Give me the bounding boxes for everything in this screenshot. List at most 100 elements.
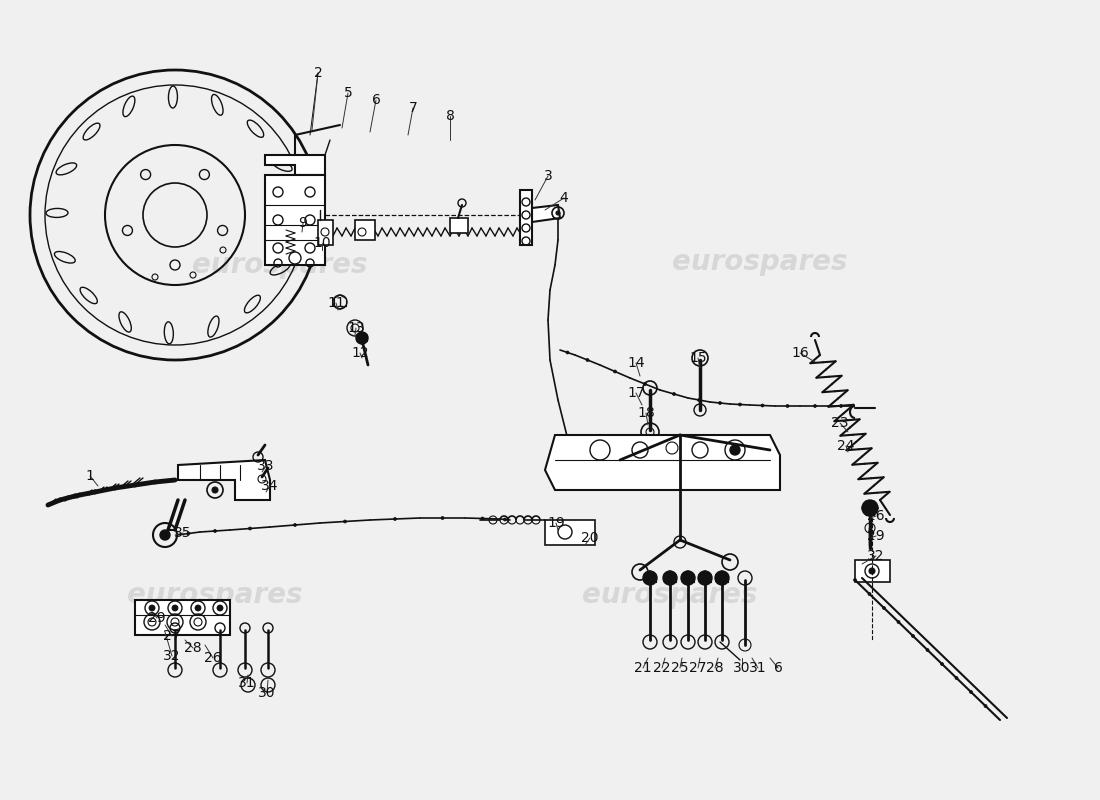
Circle shape <box>148 605 155 611</box>
Circle shape <box>195 605 201 611</box>
Text: eurospares: eurospares <box>192 251 367 279</box>
Text: 35: 35 <box>174 526 191 540</box>
Circle shape <box>586 358 589 362</box>
Circle shape <box>761 404 764 407</box>
Circle shape <box>481 517 484 520</box>
Text: 26: 26 <box>867 509 884 523</box>
Text: 16: 16 <box>791 346 808 360</box>
Circle shape <box>814 405 816 407</box>
Bar <box>135 600 230 635</box>
Text: 18: 18 <box>637 406 654 420</box>
Circle shape <box>839 405 843 407</box>
Text: 7: 7 <box>408 101 417 115</box>
Circle shape <box>882 606 886 610</box>
Circle shape <box>644 382 647 386</box>
Circle shape <box>715 571 729 585</box>
Text: 20: 20 <box>581 531 598 545</box>
Circle shape <box>926 649 929 651</box>
Circle shape <box>644 571 657 585</box>
Circle shape <box>663 571 676 585</box>
Text: 31: 31 <box>239 676 256 690</box>
Text: 1: 1 <box>86 469 95 483</box>
Text: 25: 25 <box>671 661 689 675</box>
Text: 24: 24 <box>837 439 855 453</box>
Circle shape <box>187 532 190 535</box>
Text: 28: 28 <box>184 641 201 655</box>
Text: 28: 28 <box>706 661 724 675</box>
Circle shape <box>984 705 987 707</box>
Text: 29: 29 <box>148 611 166 625</box>
Text: 5: 5 <box>343 86 352 100</box>
Text: 31: 31 <box>749 661 767 675</box>
Text: 13: 13 <box>348 321 365 335</box>
Circle shape <box>940 662 944 666</box>
Polygon shape <box>265 155 324 175</box>
Text: 22: 22 <box>653 661 671 675</box>
Text: eurospares: eurospares <box>128 581 303 609</box>
Text: 6: 6 <box>372 93 381 107</box>
Circle shape <box>896 621 900 623</box>
Text: 6: 6 <box>773 661 782 675</box>
Circle shape <box>213 530 217 533</box>
Text: 4: 4 <box>560 191 569 205</box>
Bar <box>265 175 324 265</box>
Text: 19: 19 <box>547 516 565 530</box>
Circle shape <box>394 518 396 521</box>
Circle shape <box>566 351 569 354</box>
Text: 23: 23 <box>832 416 849 430</box>
Text: 27: 27 <box>690 661 706 675</box>
Text: 17: 17 <box>627 386 645 400</box>
Circle shape <box>504 518 506 521</box>
Text: 8: 8 <box>446 109 454 123</box>
Circle shape <box>862 500 878 516</box>
Circle shape <box>556 211 560 215</box>
Circle shape <box>730 445 740 455</box>
Bar <box>318 220 333 245</box>
Text: 32: 32 <box>163 649 180 663</box>
Text: 34: 34 <box>262 479 278 493</box>
Circle shape <box>614 370 616 373</box>
Circle shape <box>738 403 741 406</box>
Bar <box>520 190 532 245</box>
Text: 15: 15 <box>690 351 707 365</box>
Text: 30: 30 <box>258 686 276 700</box>
Circle shape <box>969 690 972 694</box>
Text: 26: 26 <box>205 651 222 665</box>
Text: 21: 21 <box>635 661 652 675</box>
Text: eurospares: eurospares <box>582 581 758 609</box>
Text: 3: 3 <box>543 169 552 183</box>
Text: 32: 32 <box>867 549 884 563</box>
Bar <box>450 218 468 233</box>
Text: 9: 9 <box>298 216 307 230</box>
Polygon shape <box>544 435 780 490</box>
Circle shape <box>160 530 170 540</box>
Circle shape <box>698 571 712 585</box>
Text: 27: 27 <box>163 629 180 643</box>
Text: 10: 10 <box>314 236 331 250</box>
Circle shape <box>854 578 857 582</box>
Text: 29: 29 <box>867 529 884 543</box>
Text: 2: 2 <box>314 66 322 80</box>
Circle shape <box>441 517 444 519</box>
Circle shape <box>869 568 874 574</box>
Circle shape <box>868 593 871 595</box>
Circle shape <box>294 523 297 526</box>
Circle shape <box>249 527 252 530</box>
Text: 12: 12 <box>351 346 369 360</box>
Circle shape <box>343 520 346 523</box>
Text: eurospares: eurospares <box>672 248 848 276</box>
Polygon shape <box>178 460 270 500</box>
Bar <box>355 220 375 240</box>
Circle shape <box>172 605 178 611</box>
Circle shape <box>212 487 218 493</box>
Circle shape <box>217 605 223 611</box>
Text: 14: 14 <box>627 356 645 370</box>
Circle shape <box>912 634 914 638</box>
Text: 33: 33 <box>257 459 275 473</box>
Circle shape <box>786 405 789 407</box>
Bar <box>855 560 890 582</box>
Circle shape <box>356 332 369 344</box>
Text: 11: 11 <box>327 296 345 310</box>
Circle shape <box>672 393 675 395</box>
Circle shape <box>697 398 701 402</box>
